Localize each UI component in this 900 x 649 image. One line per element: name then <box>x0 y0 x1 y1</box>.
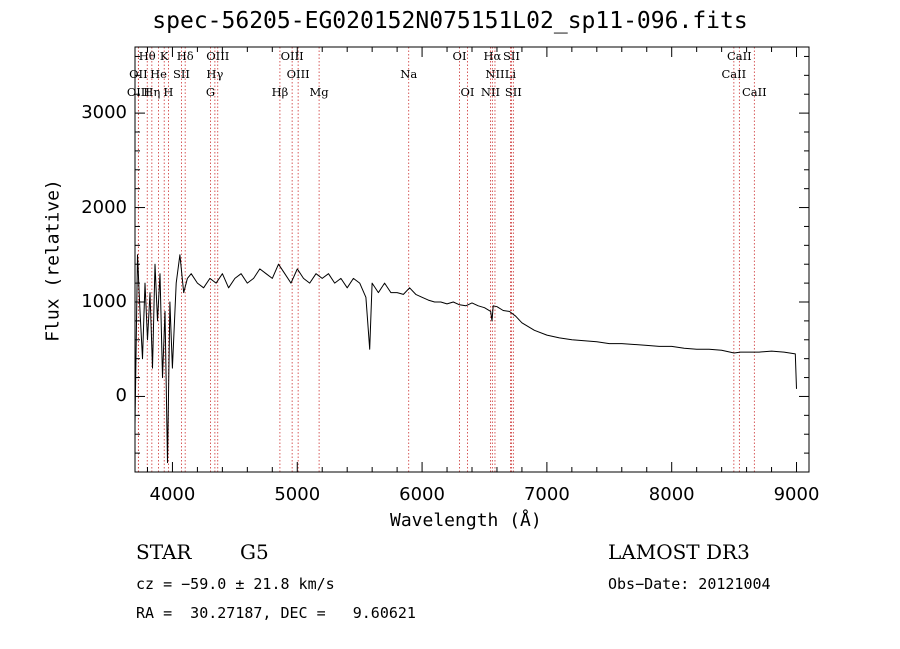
x-tick-label-4000: 4000 <box>149 484 196 505</box>
emission-line-label-25: NII <box>480 85 501 99</box>
emission-line-label-26: SII <box>504 85 522 99</box>
survey-name: LAMOST DR3 <box>608 540 750 564</box>
emission-line-label-10: He <box>150 67 167 81</box>
x-tick-label-8000: 8000 <box>648 484 695 505</box>
plot-frame <box>134 46 810 473</box>
emission-line-label-22: Hβ <box>271 85 289 99</box>
emission-line-label-8: CaII <box>726 49 752 63</box>
spectrum-series-line <box>134 254 797 464</box>
emission-line-label-13: OIII <box>286 67 310 81</box>
emission-line-label-9: OII <box>129 67 148 81</box>
x-axis-label: Wavelength (Å) <box>390 510 542 531</box>
coordinates-text: RA = 30.27187, DEC = 9.60621 <box>136 604 416 622</box>
emission-line-label-3: OIII <box>206 49 230 63</box>
emission-line-label-27: CaII <box>741 85 767 99</box>
emission-line-label-21: G <box>205 85 216 99</box>
object-subclass: G5 <box>240 540 269 564</box>
emission-line-label-24: OI <box>460 85 475 99</box>
redshift-text: cz = −59.0 ± 21.8 km/s <box>136 575 335 593</box>
y-tick-label-1000: 1000 <box>81 291 127 312</box>
y-tick-label-2000: 2000 <box>81 196 127 218</box>
emission-line-label-2: Hδ <box>176 49 194 63</box>
emission-line-label-11: SII <box>172 67 190 81</box>
emission-line-label-20: H <box>163 85 174 99</box>
emission-line-label-4: OIII <box>280 49 304 63</box>
emission-line-label-5: OI <box>452 49 467 63</box>
x-tick-label-7000: 7000 <box>523 484 570 505</box>
emission-line-label-14: Na <box>400 67 418 81</box>
emission-line-label-15: NII <box>485 67 505 81</box>
y-axis-label: Flux (relative) <box>42 179 64 342</box>
emission-line-label-19: Hη <box>143 85 161 99</box>
emission-line-label-6: Hα <box>483 49 502 63</box>
emission-line-label-18: OIII <box>126 85 150 99</box>
x-tick-label-5000: 5000 <box>274 484 321 505</box>
y-tick-label-0: 0 <box>115 385 127 407</box>
emission-line-label-1: K <box>159 49 169 63</box>
emission-line-markers <box>137 47 755 472</box>
chart-title: spec-56205-EG020152N075151L02_sp11-096.f… <box>152 8 748 34</box>
emission-line-label-7: SII <box>502 49 520 63</box>
obs-date-text: Obs−Date: 20121004 <box>608 575 771 593</box>
y-tick-label-3000: 3000 <box>81 102 127 124</box>
emission-line-label-12: Hγ <box>206 67 224 81</box>
x-tick-label-6000: 6000 <box>399 484 445 505</box>
emission-line-label-0: Hθ <box>138 49 156 63</box>
emission-line-label-16: Li <box>504 67 517 81</box>
emission-line-label-23: Mg <box>309 85 329 99</box>
axes <box>134 46 810 473</box>
x-tick-label-9000: 9000 <box>773 484 820 505</box>
object-class: STAR <box>136 540 192 564</box>
emission-line-label-17: CaII <box>721 67 747 81</box>
